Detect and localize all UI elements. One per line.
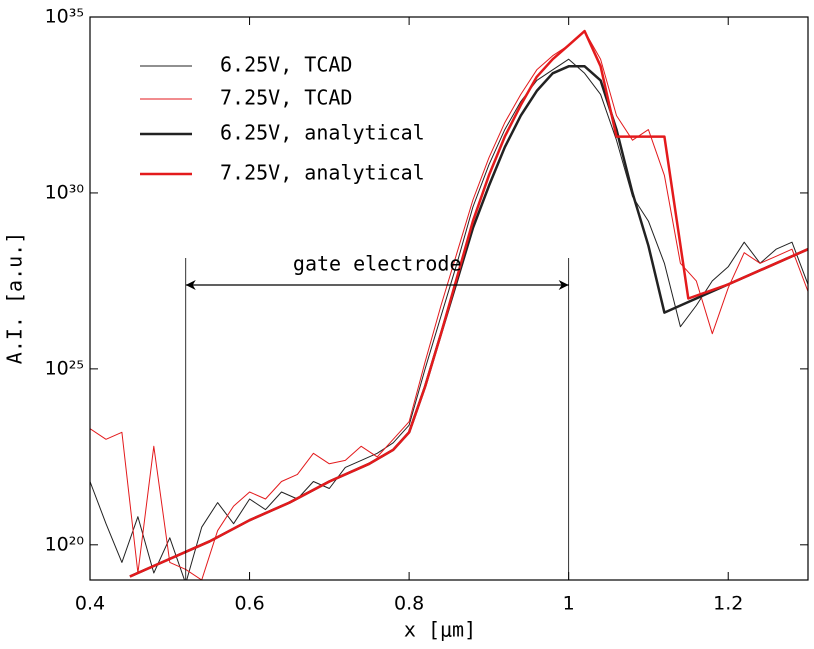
x-tick-label: 1.2 [713,593,743,615]
series-line [129,29,808,578]
legend-label: 6.25V, TCAD [220,53,352,77]
plot-area [90,29,808,580]
x-tick-label: 1 [563,593,575,615]
x-tick-label: 0.8 [394,593,424,615]
series-line [90,58,808,580]
y-tick-label: 10³⁰ [45,181,84,203]
x-axis-label: x [μm] [404,618,476,642]
y-axis-label: A.I. [a.u.] [3,232,27,364]
annotation-text: gate electrode [293,252,462,276]
x-tick-label: 0.6 [234,593,264,615]
y-tick-label: 10²⁵ [45,357,84,379]
plot-frame [89,16,809,581]
legend-label: 6.25V, analytical [220,121,425,145]
y-tick-label: 10³⁵ [45,6,84,28]
x-tick-label: 0.4 [75,593,105,615]
series-line [90,30,808,580]
y-tick-label: 10²⁰ [45,533,84,555]
legend-label: 7.25V, analytical [220,161,425,185]
legend-label: 7.25V, TCAD [220,86,352,110]
